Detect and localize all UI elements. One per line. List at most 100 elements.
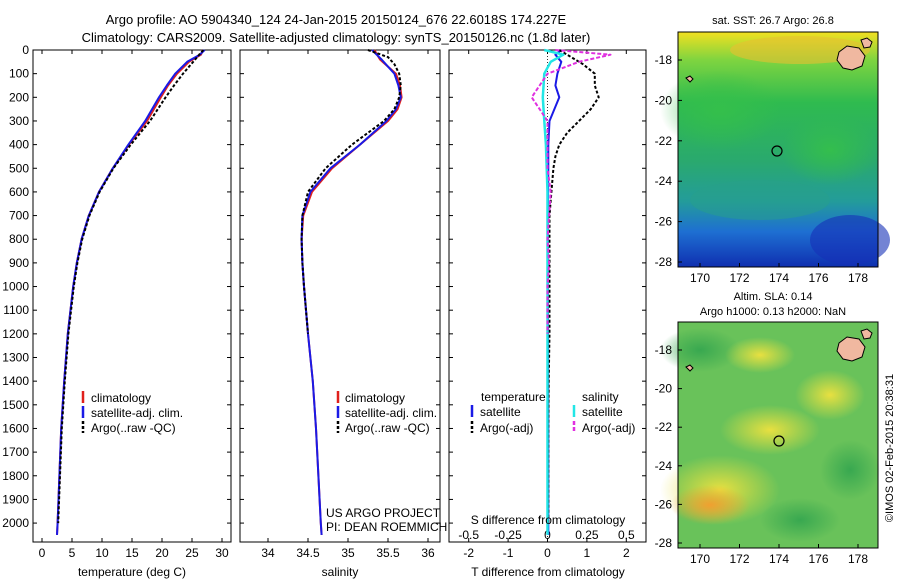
figure-title-line2: Climatology: CARS2009. Satellite-adjuste… <box>82 30 591 45</box>
project-annotation: US ARGO PROJECT <box>326 506 441 520</box>
s-tick-label: -0.25 <box>494 528 522 542</box>
x-tick-label: 35.5 <box>376 546 400 560</box>
map-y-tick-label: -28 <box>655 255 673 269</box>
island-shape <box>685 75 694 83</box>
salinity-series <box>300 49 403 535</box>
x-tick-label: 0 <box>544 546 551 560</box>
legend-label-climatology: climatology <box>345 391 405 405</box>
legend-label-climatology: climatology <box>91 391 151 405</box>
difference-xlabel: T difference from climatology <box>471 565 625 579</box>
temperature-panel: 0100200300400500600700800900100011001200… <box>2 43 232 579</box>
map-y-tick-label: -18 <box>655 53 673 67</box>
legend-label-satellite: satellite-adj. clim. <box>91 406 183 420</box>
s-tick-label: 0.25 <box>575 528 599 542</box>
salinity-depth-ticks <box>240 49 440 524</box>
sst-map-frame <box>677 31 879 268</box>
map-y-tick-label: -22 <box>655 420 673 434</box>
salinity-xlabel: salinity <box>322 565 359 579</box>
s-tick-label: 0 <box>544 528 551 542</box>
x-tick-label: 30 <box>215 546 229 560</box>
legend-label-satellite: satellite-adj. clim. <box>345 406 437 420</box>
y-tick-label: 1500 <box>2 398 29 412</box>
map-x-tick-label: 176 <box>808 271 828 285</box>
sst-map-texture <box>660 36 890 265</box>
x-tick-label: 20 <box>155 546 169 560</box>
fiji-island-shape <box>836 45 866 71</box>
x-tick-label: 15 <box>125 546 139 560</box>
pi-annotation: PI: DEAN ROEMMICH <box>326 520 447 534</box>
sla-low-patch <box>820 440 880 500</box>
difference-panel: -2 -1 0 1 2 -0.5 -0.25 0 0.25 0.5 T difference fr… <box>448 48 647 579</box>
map-y-tick-label: -24 <box>655 174 673 188</box>
difference-series <box>530 48 612 542</box>
legend-label-argo: Argo(..raw -QC) <box>345 421 430 435</box>
s-tick-label: 0.5 <box>618 528 635 542</box>
sla-high-patch <box>725 337 795 373</box>
y-tick-label: 700 <box>9 209 29 223</box>
figure-title-line1: Argo profile: AO 5904340_124 24-Jan-2015… <box>106 12 567 27</box>
x-tick-label: 10 <box>95 546 109 560</box>
x-tick-label: 5 <box>69 546 76 560</box>
map-x-tick-label: 174 <box>769 552 789 566</box>
sst-map-axes: 170 172 174 176 178 -18 -20 -22 -24 -26 -28 <box>655 53 869 285</box>
sla-low-patch <box>660 328 740 372</box>
y-tick-label: 100 <box>9 67 29 81</box>
sla-low-patch <box>760 498 840 542</box>
legend-header-salinity: salinity <box>582 390 619 404</box>
y-tick-label: 0 <box>22 43 29 57</box>
sst-warm-patch <box>660 70 780 150</box>
temperature-series <box>56 49 206 535</box>
y-tick-label: 1000 <box>2 280 29 294</box>
island-shape <box>860 37 873 49</box>
sla-map-panel: Altim. SLA: 0.14 Argo h1000: 0.13 h2000:… <box>655 291 880 566</box>
y-tick-label: 600 <box>9 185 29 199</box>
x-tick-label: 1 <box>584 546 591 560</box>
sst-warm-patch <box>780 115 880 185</box>
sla-map-title2: Argo h1000: 0.13 h2000: NaN <box>700 306 846 318</box>
y-tick-label: 1700 <box>2 445 29 459</box>
map-x-tick-label: 176 <box>808 552 828 566</box>
x-tick-label: 36 <box>421 546 435 560</box>
map-x-tick-label: 172 <box>729 552 749 566</box>
x-tick-label: 25 <box>185 546 199 560</box>
temperature-climatology-line <box>56 49 204 535</box>
salinity-legend: climatology satellite-adj. clim. Argo(..… <box>336 391 437 435</box>
s-argo-diff-line <box>530 49 612 334</box>
sst-cold-patch <box>810 215 890 265</box>
x-tick-label: 2 <box>623 546 630 560</box>
y-tick-label: 800 <box>9 232 29 246</box>
y-tick-label: 1400 <box>2 374 29 388</box>
y-tick-label: 400 <box>9 138 29 152</box>
x-tick-label: 0 <box>39 546 46 560</box>
difference-depth-ticks <box>449 49 646 524</box>
float-position-marker <box>773 435 785 447</box>
map-y-tick-label: -22 <box>655 134 673 148</box>
map-x-tick-label: 178 <box>848 552 868 566</box>
sla-high-patch <box>795 370 865 420</box>
salinity-panel: 34 34.5 35 35.5 36 salinity climatology sate… <box>239 49 447 579</box>
t-argo-diff-line <box>547 49 600 524</box>
map-y-tick-label: -28 <box>655 536 673 550</box>
y-tick-label: 1600 <box>2 421 29 435</box>
island-shape <box>860 328 873 340</box>
sla-peak-patch <box>670 485 750 525</box>
sla-map-title1: Altim. SLA: 0.14 <box>734 291 813 303</box>
sla-high-patch <box>720 405 820 455</box>
map-x-tick-label: 170 <box>690 271 710 285</box>
sst-map-title: sat. SST: 26.7 Argo: 26.8 <box>712 15 834 27</box>
map-x-tick-label: 170 <box>690 552 710 566</box>
temperature-axes-frame <box>32 49 232 543</box>
temperature-xlabel: temperature (deg C) <box>78 565 186 579</box>
map-y-tick-label: -24 <box>655 459 673 473</box>
sst-cool-patch <box>690 180 830 220</box>
map-y-tick-label: -26 <box>655 215 673 229</box>
y-tick-label: 200 <box>9 90 29 104</box>
y-tick-label: 1900 <box>2 492 29 506</box>
map-x-tick-label: 172 <box>729 271 749 285</box>
x-tick-label: -1 <box>503 546 514 560</box>
y-tick-label: 900 <box>9 256 29 270</box>
difference-xlabel-top: S difference from climatology <box>471 513 626 527</box>
temperature-argo-line <box>57 49 205 524</box>
x-tick-label: -2 <box>463 546 474 560</box>
salinity-satellite-line <box>300 49 402 535</box>
